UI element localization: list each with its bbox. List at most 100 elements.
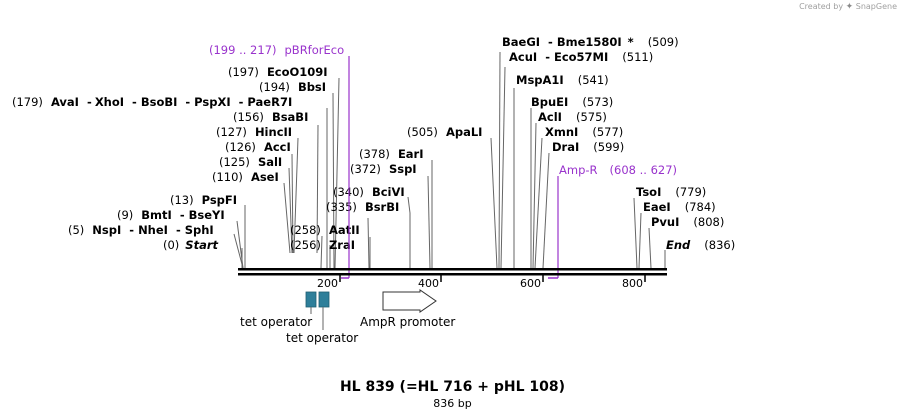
site-name: NheI <box>138 223 168 237</box>
svg-text:(110)AseI: (110) AseI <box>212 170 279 184</box>
svg-text:(5)NspI-NheI-SphI: (5) NspI - NheI - SphI <box>68 223 214 237</box>
site-pos: (335) <box>326 200 357 214</box>
svg-text:End(836): End (836) <box>666 238 735 252</box>
svg-text:(9)BmtI-BseYI: (9) BmtI - BseYI <box>117 208 225 222</box>
site-name: XhoI <box>95 95 124 109</box>
site-name: BpuEI <box>531 95 568 109</box>
svg-text:(0)Start: (0) Start <box>163 238 219 252</box>
primer-pbrforeco[interactable]: (199 .. 217) pBRforEco <box>209 43 350 279</box>
svg-text:DraI(599): DraI (599) <box>552 140 624 154</box>
site-name: AseI <box>251 170 279 184</box>
svg-text:(125)SalI: (125) SalI <box>219 155 282 169</box>
site-name: BbsI <box>298 80 326 94</box>
site-name: EarI <box>398 147 424 161</box>
site-name: BsaBI <box>272 110 308 124</box>
feature-label: tet operator <box>240 315 312 329</box>
svg-text:(378)EarI: (378) EarI <box>359 147 424 161</box>
site-name: AclI <box>538 110 562 124</box>
site-pos: (511) <box>622 50 653 64</box>
site-pos: (779) <box>675 185 706 199</box>
site-pos: (9) <box>117 208 133 222</box>
site-pos: (372) <box>350 162 381 176</box>
map-length: 836 bp <box>433 397 472 410</box>
site-name: BaeGI <box>502 35 540 49</box>
svg-text:AcuI-Eco57MI(511): AcuI - Eco57MI (511) <box>509 50 653 64</box>
svg-text:(256)ZraI: (256) ZraI <box>290 238 355 252</box>
feature-tet-operator-2[interactable]: tet operator <box>286 291 358 345</box>
feature-label: tet operator <box>286 331 358 345</box>
site-pos: (256) <box>290 238 321 252</box>
site-pos: (258) <box>290 223 321 237</box>
svg-text:TsoI(779): TsoI (779) <box>636 185 706 199</box>
site-name: BmtI <box>141 208 172 222</box>
svg-text:MspA1I(541): MspA1I (541) <box>516 73 609 87</box>
site-pos: (125) <box>219 155 250 169</box>
site-name: BciVI <box>372 185 405 199</box>
primer-name: Amp-R <box>559 163 598 177</box>
site-name: EcoO109I <box>267 65 328 79</box>
site-name: MspA1I <box>516 73 564 87</box>
site-name: End <box>666 238 691 252</box>
site-pos: (0) <box>163 238 179 252</box>
svg-text:(505)ApaLI: (505) ApaLI <box>407 125 482 139</box>
credit-text: Created by <box>799 2 844 11</box>
site-pos: (127) <box>216 125 247 139</box>
primer-amp-r[interactable]: Amp-R (608 .. 627) <box>548 163 678 279</box>
site-pos: (13) <box>170 193 194 207</box>
site-pos: (784) <box>685 200 716 214</box>
site-name: Start <box>185 238 218 252</box>
site-pos: (575) <box>576 110 607 124</box>
svg-text:(197)EcoO109I: (197) EcoO109I <box>228 65 328 79</box>
site-pos: (836) <box>704 238 735 252</box>
feature-ampr-promoter[interactable]: AmpR promoter <box>360 289 455 329</box>
svg-text:BpuEI(573): BpuEI (573) <box>531 95 613 109</box>
site-pos: (378) <box>359 147 390 161</box>
ruler-label: 200 <box>317 277 338 290</box>
ruler-label: 400 <box>418 277 439 290</box>
site-name: PvuI <box>651 215 679 229</box>
primer-label: (199 .. 217) pBRforEco <box>209 43 344 57</box>
svg-text:(340)BciVI: (340)BciVI <box>333 185 405 199</box>
site-labels: (0) Start (5) NspI - NheI - SphI (9) BmtI - BseYI… <box>12 35 735 252</box>
site-pos: (505) <box>407 125 438 139</box>
svg-text:(258)AatII: (258) AatII <box>290 223 360 237</box>
svg-text:(126)AccI: (126) AccI <box>225 140 291 154</box>
site-name: AvaI <box>51 95 79 109</box>
site-pos: (194) <box>259 80 290 94</box>
svg-text:(194)BbsI: (194) BbsI <box>259 80 326 94</box>
site-name: SspI <box>389 162 417 176</box>
credit-brand: SnapGene <box>855 2 897 11</box>
site-pos: (541) <box>578 73 609 87</box>
map-title: HL 839 (=HL 716 + pHL 108) <box>339 379 566 395</box>
site-name: BseYI <box>189 208 225 222</box>
site-name: NspI <box>92 223 121 237</box>
feature-tet-operator-1[interactable]: tet operator <box>240 291 317 329</box>
site-name: EaeI <box>643 200 671 214</box>
site-name: XmnI <box>545 125 578 139</box>
feature-label: AmpR promoter <box>360 315 455 329</box>
site-name: Bme1580I <box>557 35 622 49</box>
primer-range: (608 .. 627) <box>610 163 678 177</box>
svg-text:(13)PspFI: (13) PspFI <box>170 193 237 207</box>
svg-text:PvuI(808): PvuI (808) <box>651 215 724 229</box>
site-pos: (599) <box>593 140 624 154</box>
primer-name: pBRforEco <box>285 43 345 57</box>
svg-text:(156)BsaBI: (156) BsaBI <box>233 110 308 124</box>
site-pos: (197) <box>228 65 259 79</box>
site-name: DraI <box>552 140 579 154</box>
site-star: * <box>628 35 634 49</box>
svg-text:(127)HincII: (127) HincII <box>216 125 292 139</box>
site-name: ZraI <box>329 238 355 252</box>
site-name: SalI <box>258 155 282 169</box>
site-name: PspXI <box>194 95 230 109</box>
svg-text:AclI(575): AclI (575) <box>538 110 607 124</box>
primer-range: (199 .. 217) <box>209 43 277 57</box>
site-name: AatII <box>329 223 360 237</box>
site-pos: (577) <box>592 125 623 139</box>
svg-text:BaeGI-Bme1580I*(509): BaeGI - Bme1580I * (509) <box>502 35 679 49</box>
ruler-label: 800 <box>622 277 643 290</box>
site-name: BsoBI <box>141 95 178 109</box>
site-name: TsoI <box>636 185 661 199</box>
svg-text:(372)SspI: (372) SspI <box>350 162 417 176</box>
